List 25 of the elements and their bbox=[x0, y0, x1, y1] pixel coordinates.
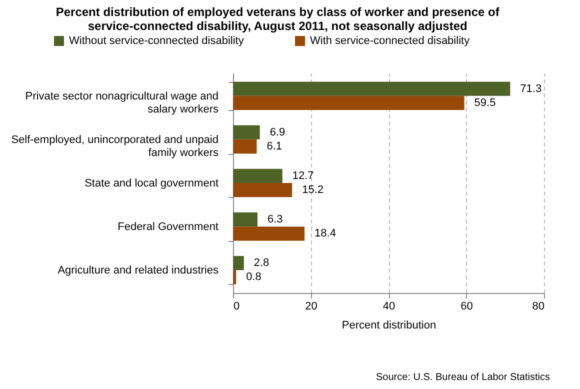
legend-label: Without service-connected disability bbox=[69, 35, 244, 47]
data-label: 6.1 bbox=[266, 140, 282, 153]
data-label: 0.8 bbox=[246, 271, 262, 284]
y-tick-label: Private sector nonagricultural wage and salary workers bbox=[25, 90, 219, 116]
legend-label: With service-connected disability bbox=[310, 35, 470, 47]
x-tick-label: 60 bbox=[460, 300, 473, 312]
data-label: 18.4 bbox=[314, 228, 336, 240]
x-tick-label: 40 bbox=[382, 300, 396, 312]
x-tick-label: 20 bbox=[305, 300, 318, 312]
y-tick-label: Self-employed, unincorporated and unpaid family workers bbox=[11, 134, 219, 159]
chart-title: Percent distribution of employed veterans by class of worker and presence of service-connected disability, August 2011, not seasonally adjusted bbox=[56, 5, 500, 33]
data-label: 71.3 bbox=[520, 82, 542, 95]
data-label: 6.9 bbox=[270, 126, 286, 138]
data-label: 6.3 bbox=[267, 213, 283, 226]
data-label: 12.7 bbox=[292, 170, 314, 182]
x-axis-title: Percent distribution bbox=[342, 320, 436, 332]
source-note: Source: U.S. Bureau of Labor Statistics bbox=[376, 372, 550, 383]
x-tick-label: 80 bbox=[532, 300, 544, 312]
data-label: 2.8 bbox=[254, 257, 270, 270]
y-tick-label: Agriculture and related industries bbox=[58, 264, 219, 277]
data-label: 15.2 bbox=[302, 184, 324, 196]
data-label: 59.5 bbox=[474, 96, 496, 109]
x-tick-label: 0 bbox=[234, 300, 240, 312]
y-tick-label: Federal Government bbox=[118, 221, 218, 234]
y-tick-label: State and local government bbox=[84, 178, 218, 190]
